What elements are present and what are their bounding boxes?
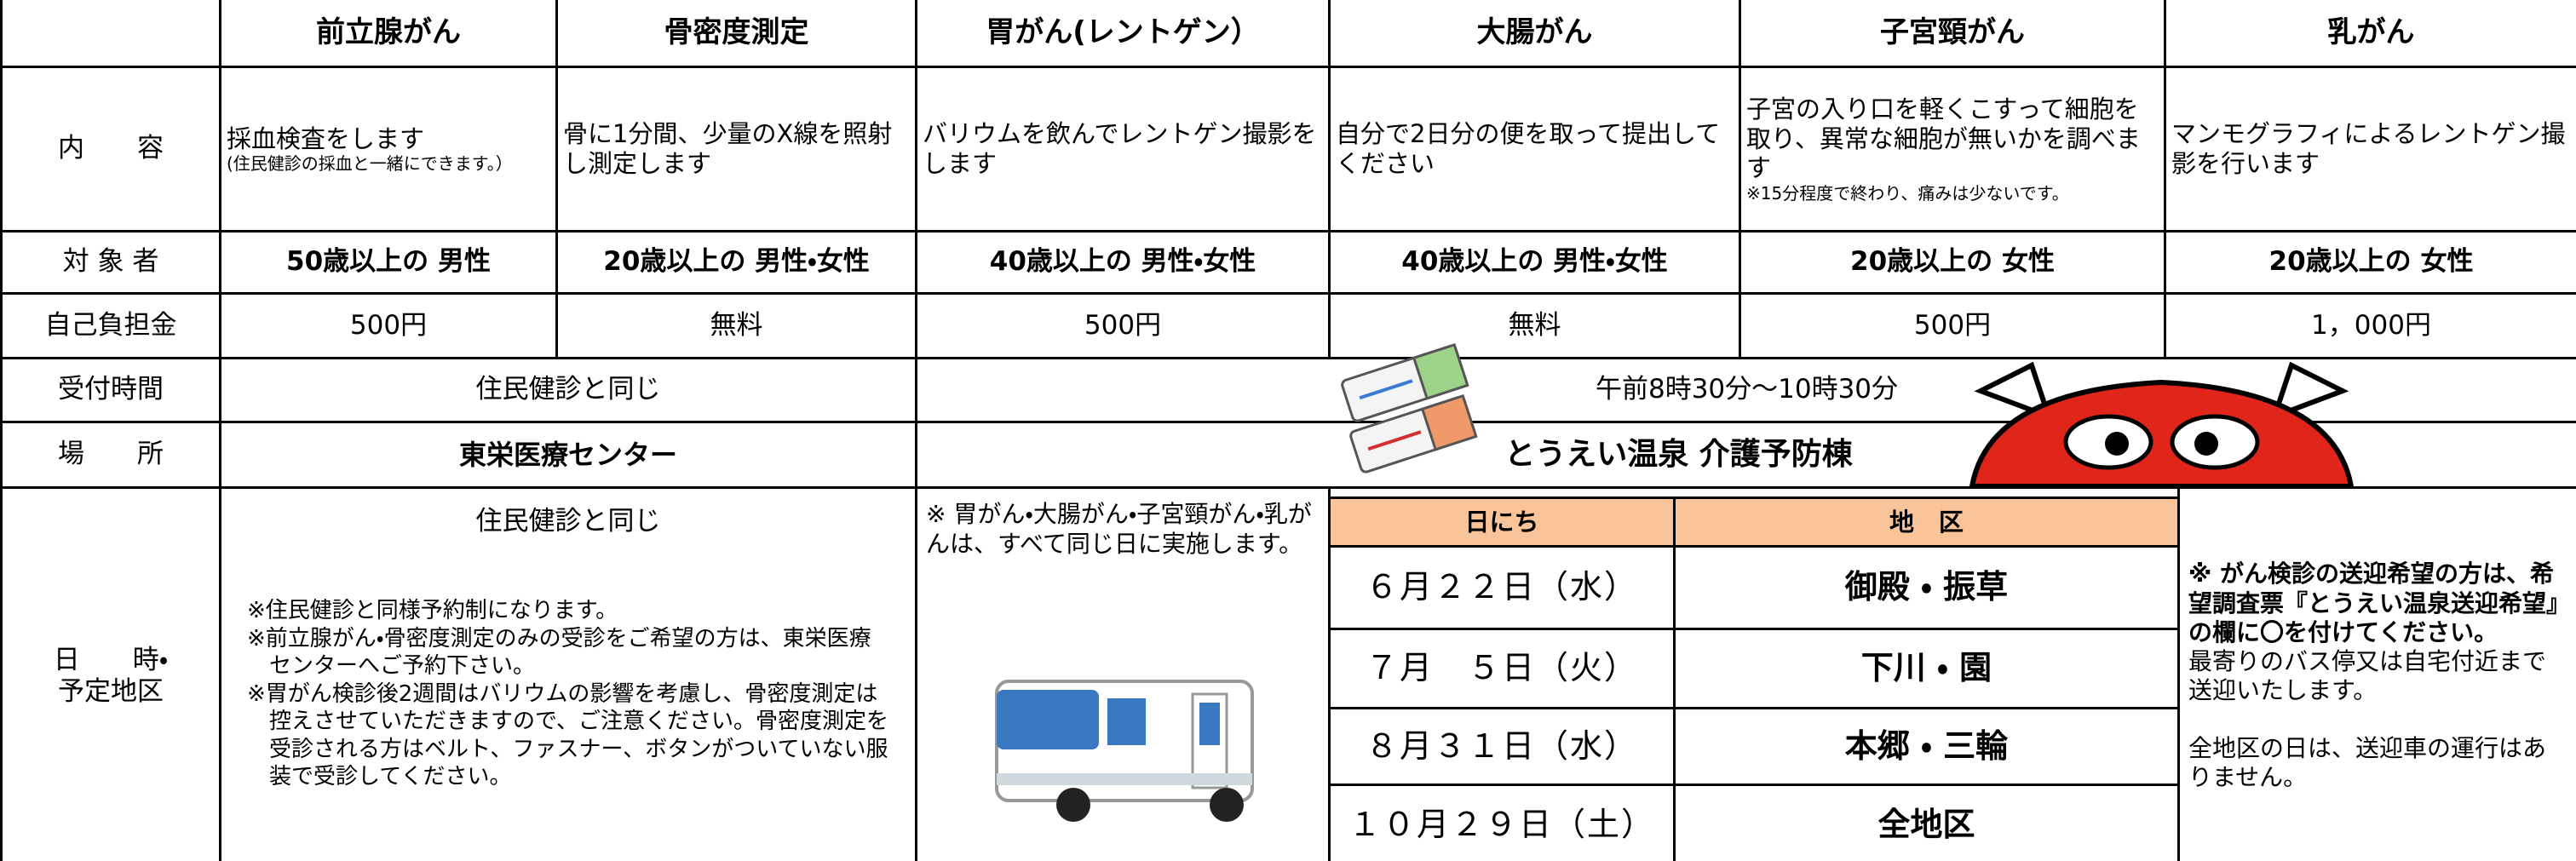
district-cell: 全地区: [1673, 784, 2180, 861]
schedule-left-title: 住民健診と同じ: [475, 506, 661, 537]
schedule-right: ※ がん検診の送迎希望の方は、希望調査票『とうえい温泉送迎希望』の欄に〇を付けて…: [2177, 486, 2576, 861]
header-cell: 乳がん: [2164, 0, 2576, 68]
oni-illustration: [1969, 361, 2355, 486]
reception-cell: 住民健診と同じ: [219, 357, 917, 423]
header-cell: 子宮頸がん: [1739, 0, 2166, 68]
target-cell: 20歳以上の 女性: [1739, 230, 2166, 295]
row-label: 日 時・ 予定地区: [0, 486, 221, 861]
row-label-line: 日 時・: [53, 644, 169, 675]
transport-note: ※ がん検診の送迎希望の方は、希望調査票『とうえい温泉送迎希望』の欄に〇を付けて…: [2188, 560, 2559, 646]
schedule-note: ※前立腺がん・骨密度測定のみの受診をご希望の方は、東栄医療センターへご予約下さい…: [247, 625, 871, 680]
content-note: (住民健診の採血と一緒にできます。）: [227, 153, 513, 175]
row-label: 内 容: [0, 66, 221, 232]
fee-cell: 500円: [219, 292, 558, 359]
date-cell: ６月２２日（水）: [1328, 545, 1676, 630]
content-cell: 採血検査をします (住民健診の採血と一緒にできます。）: [219, 66, 558, 232]
row-label: 受付時間: [0, 357, 221, 423]
header-cell: 大腸がん: [1328, 0, 1741, 68]
date-cell: ８月３１日（水）: [1328, 707, 1676, 786]
target-cell: 20歳以上の 男性・女性: [555, 230, 917, 295]
dates-header-cell: 地 区: [1673, 497, 2180, 548]
content-cell: 骨に1分間、少量のX線を照射し測定します: [555, 66, 917, 232]
target-cell: 50歳以上の 男性: [219, 230, 558, 295]
header-cell: 胃がん(レントゲン）: [915, 0, 1331, 68]
content-text: 子宮の入り口を軽くこすって細胞を取り、異常な細胞が無いかを調べます: [1746, 94, 2141, 183]
fee-cell: 500円: [915, 292, 1331, 359]
place-cell: 東栄医療センター: [219, 421, 917, 489]
content-cell: バリウムを飲んでレントゲン撮影をします: [915, 66, 1331, 232]
schedule-middle-note: ※ 胃がん・大腸がん・子宮頸がん・乳がんは、すべて同じ日に実施します。: [926, 500, 1312, 558]
row-label: 場 所: [0, 421, 221, 489]
transport-note: 全地区の日は、送迎車の運行はありません。: [2188, 734, 2547, 792]
eraser-illustration: [1341, 342, 1478, 474]
content-cell: 子宮の入り口を軽くこすって細胞を取り、異常な細胞が無いかを調べます ※15分程度で…: [1739, 66, 2166, 232]
district-cell: 御殿 ・ 振草: [1673, 545, 2180, 630]
row-label: 自己負担金: [0, 292, 221, 359]
content-cell: 自分で2日分の便を取って提出してください: [1328, 66, 1741, 232]
schedule-note: ※胃がん検診後2週間はバリウムの影響を考慮し、骨密度測定は控えさせていただきます…: [247, 680, 888, 790]
fee-cell: 500円: [1739, 292, 2166, 359]
transport-note: 最寄りのバス停又は自宅付近まで送迎いたします。: [2188, 646, 2547, 705]
date-cell: １０月２９日（土）: [1328, 784, 1676, 861]
dates-header-cell: 日にち: [1328, 497, 1676, 548]
header-cell: 骨密度測定: [555, 0, 917, 68]
content-cell: マンモグラフィによるレントゲン撮影を行います: [2164, 66, 2576, 232]
content-note: ※15分程度で終わり、痛みは少ないです。: [1746, 183, 2069, 204]
bus-illustration: [995, 680, 1254, 822]
row-label-line: 予定地区: [58, 676, 164, 707]
district-cell: 本郷 ・ 三輪: [1673, 707, 2180, 786]
row-label: 対 象 者: [0, 230, 221, 295]
header-cell: 前立腺がん: [219, 0, 558, 68]
corner-cell: [0, 0, 221, 68]
content-text: 骨に1分間、少量のX線を照射し測定します: [563, 119, 893, 178]
schedule-left: 住民健診と同じ ※住民健診と同様予約制になります。 ※前立腺がん・骨密度測定のみの受…: [219, 486, 917, 861]
district-cell: 下川 ・ 園: [1673, 628, 2180, 709]
fee-cell: 1，000円: [2164, 292, 2576, 359]
target-cell: 40歳以上の 男性・女性: [915, 230, 1331, 295]
content-text: 採血検査をします: [227, 123, 425, 153]
schedule-note: ※住民健診と同様予約制になります。: [247, 598, 618, 624]
content-text: マンモグラフィによるレントゲン撮影を行います: [2171, 119, 2566, 178]
target-cell: 40歳以上の 男性・女性: [1328, 230, 1741, 295]
fee-cell: 無料: [555, 292, 917, 359]
date-cell: ７月 ５日（火）: [1328, 628, 1676, 709]
target-cell: 20歳以上の 女性: [2164, 230, 2576, 295]
content-text: 自分で2日分の便を取って提出してください: [1336, 119, 1721, 178]
content-text: バリウムを飲んでレントゲン撮影をします: [923, 119, 1317, 178]
